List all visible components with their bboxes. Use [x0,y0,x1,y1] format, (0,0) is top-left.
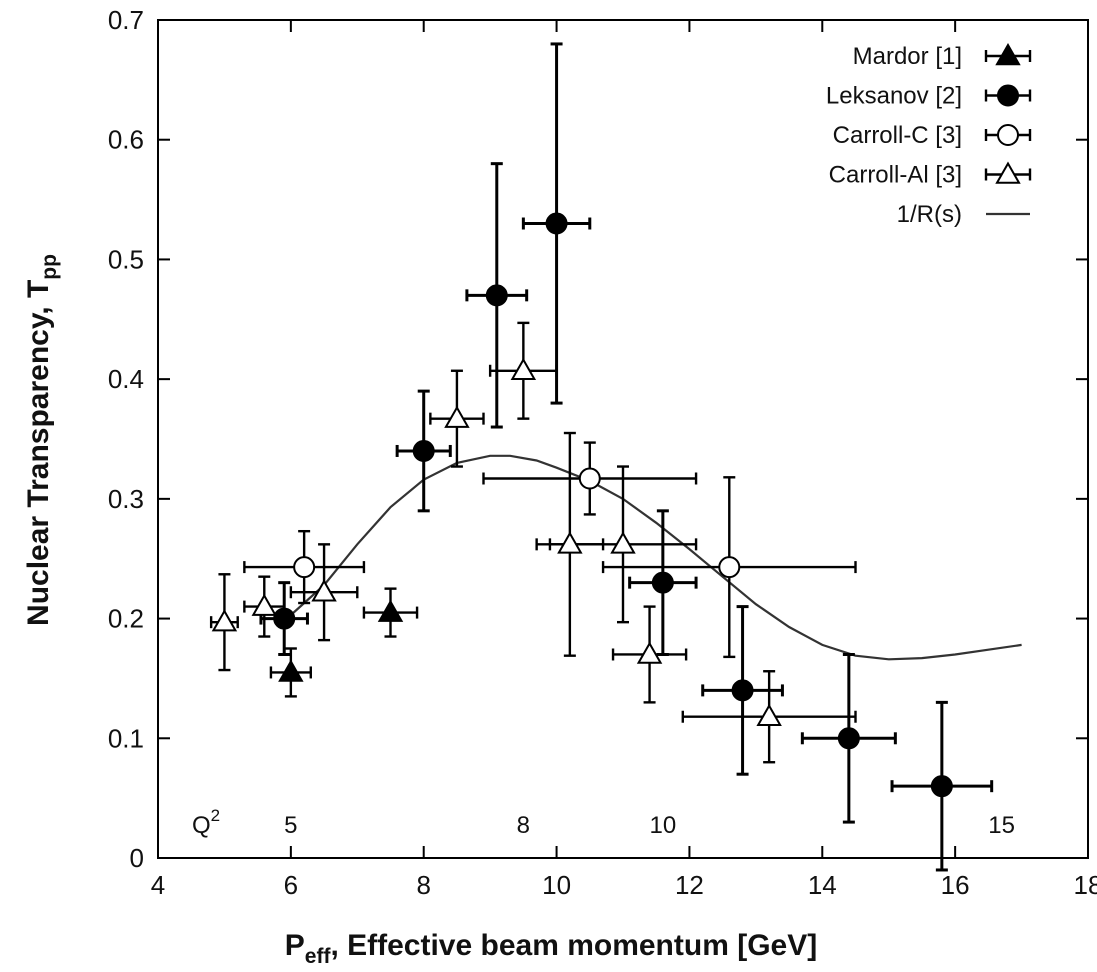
legend-entry: 1/R(s) [897,201,1030,228]
q2-value: 15 [988,812,1015,839]
data-point [545,212,568,235]
legend-label: Leksanov [2] [826,83,962,110]
series-1-over-r [290,454,1022,661]
y-axis-title-subscript: pp [38,254,61,280]
y-tick-label: 0.2 [108,604,144,634]
legend: Mardor [1] Leksanov [2] Carroll-C [3] Carro… [826,42,1032,228]
x-tick-label: 6 [284,870,298,900]
data-point [718,556,741,579]
plot-frame [157,19,1089,859]
x-axis-title-subscript: eff [305,945,332,968]
q2-value: 8 [517,812,530,839]
legend-swatch-marker [997,84,1019,107]
q2-label-superscript: 2 [211,806,220,825]
data-point [636,641,663,664]
x-tick-label: 12 [675,870,704,900]
legend-label: Mardor [1] [853,43,962,70]
data-point [485,284,508,307]
data-point [651,571,674,594]
x-tick-label: 10 [542,870,571,900]
x-tick-label: 4 [151,870,165,900]
q2-value: 5 [284,812,297,839]
data-point [211,609,238,632]
legend-entry: Leksanov [2] [826,83,1032,110]
data-point [557,531,583,554]
data-point [311,579,337,602]
legend-swatch-marker [997,124,1019,146]
data-point [510,357,537,381]
data-point [293,556,316,579]
series-carroll-c-3 [243,441,857,659]
data-point [251,593,278,616]
data-point [837,727,860,750]
data-point [444,405,470,428]
y-tick-label: 0.1 [108,723,144,753]
legend-entry: Carroll-Al [3] [829,161,1032,189]
q2-label: Q2 [192,806,220,839]
q2-label-main: Q [192,812,211,839]
x-tick-label: 14 [808,870,837,900]
legend-label: Carroll-Al [3] [829,162,962,189]
x-tick-label: 18 [1074,870,1097,900]
data-point [278,659,304,682]
y-tick-label: 0.4 [108,364,144,394]
legend-label: Carroll-C [3] [833,122,962,149]
data-point [756,703,782,726]
x-axis-title-main: P [285,929,305,962]
data-point [731,679,754,702]
legend-entry: Carroll-C [3] [833,122,1032,149]
legend-swatch-marker [995,161,1021,184]
legend-label: 1/R(s) [897,201,962,228]
y-tick-label: 0.3 [108,484,144,514]
data-point [578,467,601,490]
y-tick-label: 0.6 [108,125,144,155]
series-mardor-1 [269,587,419,698]
x-tick-label: 16 [941,870,970,900]
y-tick-label: 0 [130,843,144,873]
x-axis-title: Peff, Effective beam momentum [GeV] [285,929,817,968]
legend-swatch-marker [995,42,1021,66]
series-leksanov-2 [259,42,994,872]
data-point [412,439,435,462]
data-point [930,775,953,798]
y-axis-title: Nuclear Transparency, Tpp [22,254,61,626]
legend-entry: Mardor [1] [853,42,1032,70]
y-tick-label: 0.7 [108,5,144,35]
q2-value: 10 [650,812,677,839]
series-carroll-al-3 [209,321,857,764]
curve-line [290,454,1022,661]
data-point [377,599,404,622]
plot-area: 4 6 8 10 12 14 16 18 0 0.1 0.2 0.3 0.4 0.5 0.6 0.7 Q2 5 8 1… [108,5,1097,900]
data-point [610,531,636,554]
y-tick-label: 0.5 [108,244,144,274]
x-axis-title-rest: , Effective beam momentum [GeV] [330,929,817,962]
y-axis-title-main: Nuclear Transparency, T [22,280,55,626]
x-tick-label: 8 [416,870,430,900]
